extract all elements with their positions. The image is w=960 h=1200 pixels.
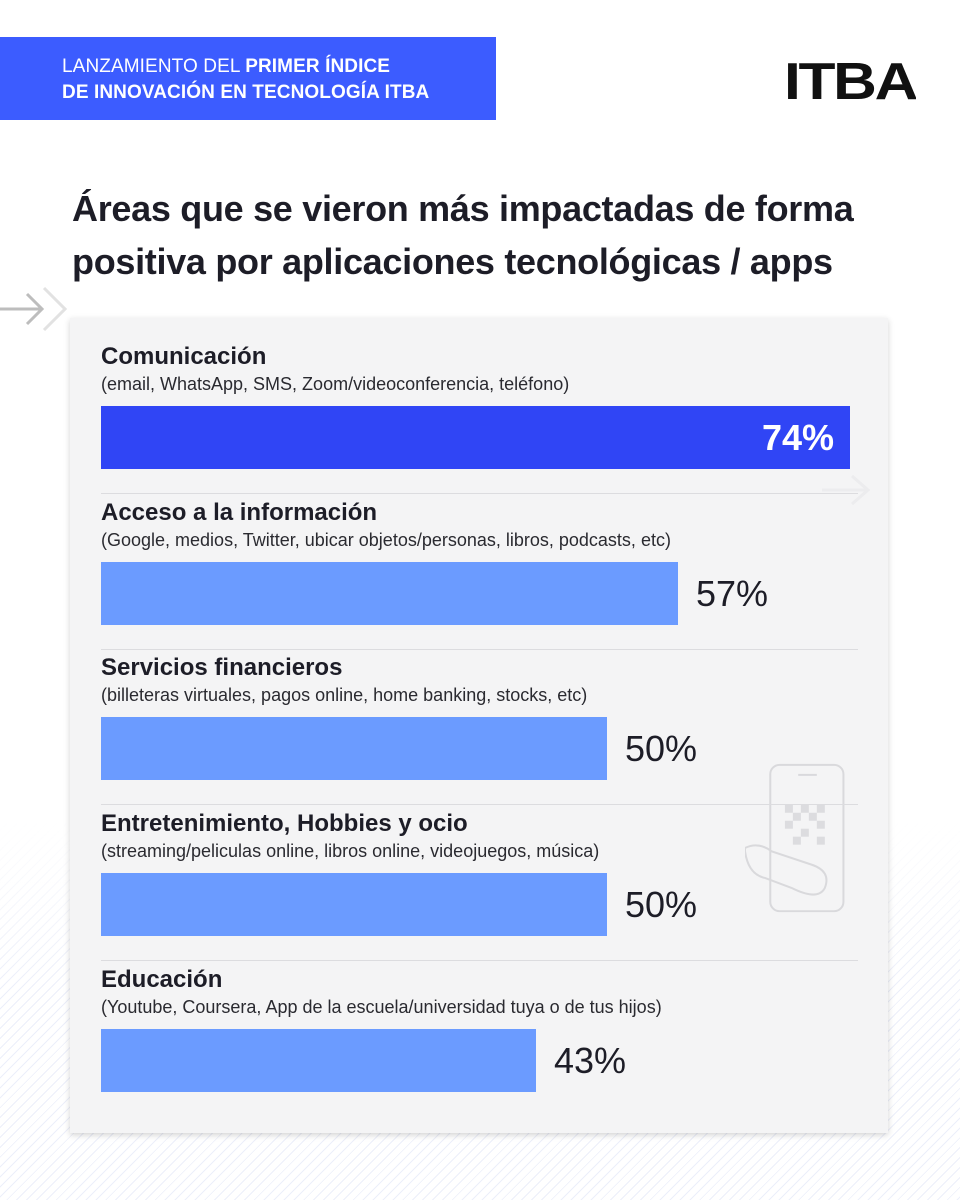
- banner-line-1: LANZAMIENTO DEL PRIMER ÍNDICE: [62, 54, 496, 80]
- bar: [101, 873, 607, 936]
- category-description: (Google, medios, Twitter, ubicar objetos…: [101, 530, 671, 550]
- category-label: Servicios financieros: [101, 654, 343, 681]
- chart-item: Comunicación (email, WhatsApp, SMS, Zoom/…: [101, 342, 858, 469]
- chart-item: Servicios financieros (billeteras virtual…: [101, 653, 858, 780]
- bar-row: 57%: [101, 562, 858, 625]
- chart-item: Acceso a la información (Google, medios, …: [101, 498, 858, 625]
- category-description: (email, WhatsApp, SMS, Zoom/videoconfere…: [101, 374, 570, 394]
- bar-row: 43%: [101, 1029, 858, 1092]
- page-title: Áreas que se vieron más impactadas de fo…: [72, 188, 854, 282]
- logo-text: ITBA: [784, 53, 916, 102]
- category-description: (billeteras virtuales, pagos online, hom…: [101, 685, 588, 705]
- bar: [101, 562, 678, 625]
- chart-item: Educación (Youtube, Coursera, App de la e…: [101, 965, 858, 1092]
- category-description: (Youtube, Coursera, App de la escuela/un…: [101, 997, 662, 1017]
- arrow-right-icon: [822, 474, 871, 506]
- row-divider: [101, 804, 858, 805]
- banner-line-2: DE INNOVACIÓN EN TECNOLOGÍA ITBA: [62, 82, 430, 103]
- row-divider: [101, 493, 858, 494]
- chart-card: Comunicación (email, WhatsApp, SMS, Zoom/…: [70, 318, 888, 1133]
- value-label: 50%: [625, 728, 698, 769]
- bar: [101, 406, 850, 469]
- double-arrow-icon: [0, 286, 68, 332]
- chart-item: Entretenimiento, Hobbies y ocio (streamin…: [101, 809, 858, 936]
- category-label: Entretenimiento, Hobbies y ocio: [101, 810, 468, 837]
- value-label: 74%: [761, 417, 834, 458]
- category-label: Educación: [101, 966, 223, 993]
- bar: [101, 717, 607, 780]
- header-banner: LANZAMIENTO DEL PRIMER ÍNDICE DE INNOVAC…: [0, 37, 496, 120]
- row-divider: [101, 649, 858, 650]
- value-label: 50%: [625, 884, 698, 925]
- value-label: 57%: [696, 573, 769, 614]
- bar-row: 50%: [101, 873, 858, 936]
- phone-qr-icon: [745, 763, 845, 913]
- category-description: (streaming/peliculas online, libros onli…: [101, 841, 600, 861]
- bar-row: 74%: [101, 406, 858, 469]
- bar: [101, 1029, 536, 1092]
- category-label: Acceso a la información: [101, 499, 378, 526]
- value-label: 43%: [554, 1040, 627, 1081]
- banner-line-1-bold: PRIMER ÍNDICE: [245, 56, 391, 77]
- row-divider: [101, 960, 858, 961]
- bar-row: 50%: [101, 717, 858, 780]
- category-label: Comunicación: [101, 343, 267, 370]
- itba-logo: ITBA: [784, 53, 916, 102]
- banner-line-1-normal: LANZAMIENTO DEL: [62, 56, 246, 77]
